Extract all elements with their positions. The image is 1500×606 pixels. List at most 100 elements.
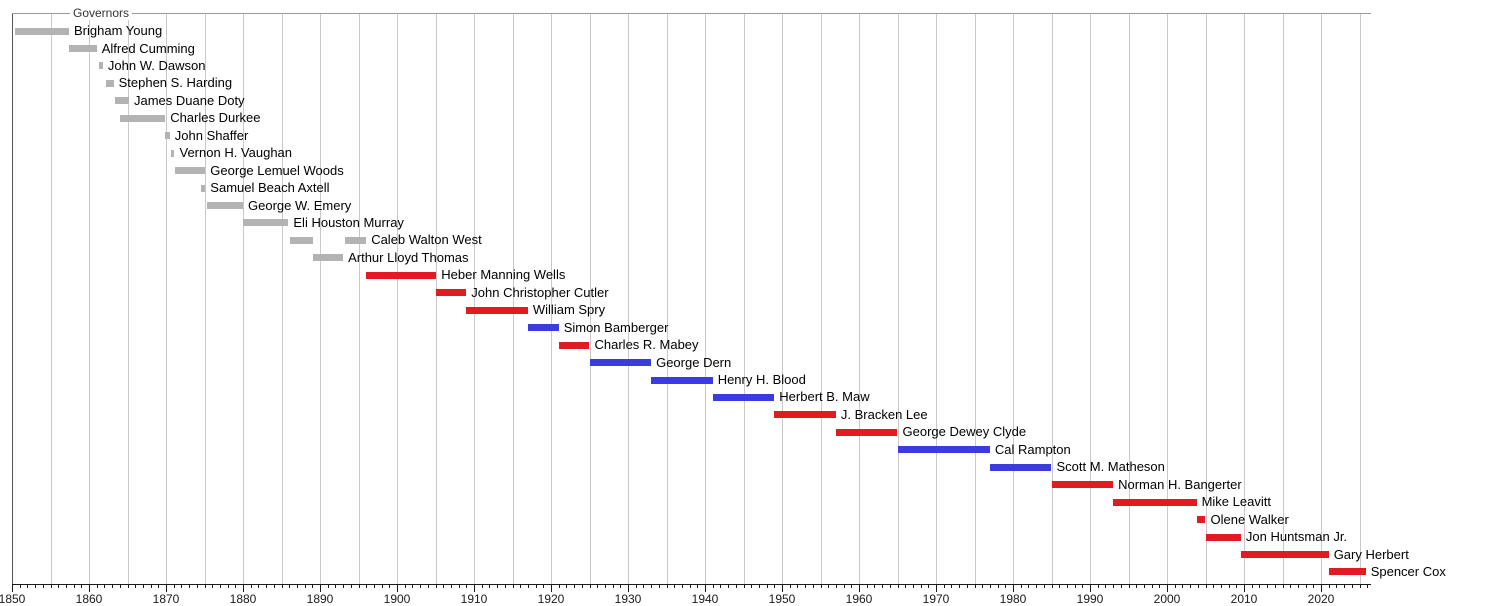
x-axis-minor-tick-1998 <box>1151 584 1153 588</box>
x-axis-minor-tick-1918 <box>535 584 537 588</box>
gridline-1855 <box>50 13 52 584</box>
x-axis-minor-tick-1997 <box>1143 584 1145 588</box>
x-axis-minor-tick-1957 <box>835 584 837 588</box>
x-axis-minor-tick-2011 <box>1251 584 1253 588</box>
governor-label-john-w-dawson: John W. Dawson <box>107 57 206 73</box>
x-axis-minor-tick-1881 <box>250 584 252 588</box>
governor-bar-caleb-walton-west <box>290 236 314 244</box>
x-axis-minor-tick-1896 <box>366 584 368 588</box>
x-axis-minor-tick-1971 <box>943 584 945 588</box>
x-axis-minor-tick-1865 <box>127 584 129 588</box>
x-axis-minor-tick-1993 <box>1113 584 1115 588</box>
x-axis-minor-tick-1885 <box>281 584 283 588</box>
x-axis-major-tick-1930 <box>628 584 629 592</box>
governor-label-scott-m-matheson: Scott M. Matheson <box>1056 459 1165 475</box>
x-axis-major-tick-1940 <box>705 584 706 592</box>
governor-bar-george-dern <box>589 359 652 367</box>
governor-bar-samuel-beach-axtell <box>201 184 206 192</box>
governor-bar-james-duane-doty <box>115 97 130 105</box>
governor-label-caleb-walton-west: Caleb Walton West <box>371 232 482 248</box>
x-axis-label-1930: 1930 <box>614 592 642 606</box>
governor-label-cal-rampton: Cal Rampton <box>994 441 1071 457</box>
gridline-1985 <box>1051 13 1053 584</box>
x-axis-minor-tick-2007 <box>1220 584 1222 588</box>
x-axis-minor-tick-2018 <box>1305 584 1307 588</box>
x-axis-label-2010: 2010 <box>1230 592 1258 606</box>
x-axis-major-tick-2000 <box>1167 584 1168 592</box>
x-axis-minor-tick-1947 <box>758 584 760 588</box>
gridline-1930 <box>628 13 629 584</box>
x-axis-major-tick-1990 <box>1090 584 1091 592</box>
x-axis-minor-tick-1866 <box>135 584 137 588</box>
x-axis-minor-tick-1859 <box>81 584 83 588</box>
governor-label-william-spry: William Spry <box>532 302 606 318</box>
x-axis-minor-tick-1884 <box>273 584 275 588</box>
x-axis-major-tick-1960 <box>859 584 860 592</box>
x-axis-minor-tick-1924 <box>581 584 583 588</box>
governor-label-george-dewey-clyde: George Dewey Clyde <box>902 424 1027 440</box>
governor-label-simon-bamberger: Simon Bamberger <box>563 319 669 335</box>
x-axis-major-tick-1920 <box>551 584 552 592</box>
gridline-1970 <box>936 13 937 584</box>
x-axis-label-1940: 1940 <box>691 592 719 606</box>
governor-label-brigham-young: Brigham Young <box>74 23 163 38</box>
governor-label-heber-manning-wells: Heber Manning Wells <box>441 267 566 283</box>
x-axis-minor-tick-1902 <box>412 584 414 588</box>
x-axis-minor-tick-1876 <box>212 584 214 588</box>
governor-label-j-bracken-lee: J. Bracken Lee <box>840 406 928 422</box>
x-axis-minor-tick-1948 <box>766 584 768 588</box>
x-axis-minor-tick-1916 <box>520 584 522 588</box>
governor-bar-henry-h-blood <box>651 376 713 384</box>
governor-label-spencer-cox: Spencer Cox <box>1370 563 1446 579</box>
gridline-1880 <box>243 13 244 584</box>
governor-bar-olene-walker <box>1196 516 1206 524</box>
x-axis-minor-tick-1974 <box>966 584 968 588</box>
x-axis-minor-tick-1988 <box>1074 584 1076 588</box>
x-axis-minor-tick-1921 <box>558 584 560 588</box>
x-axis-minor-tick-1961 <box>866 584 868 588</box>
gridline-1955 <box>820 13 822 584</box>
x-axis-minor-tick-1967 <box>912 584 914 588</box>
governor-bar-george-lemuel-woods <box>174 167 206 175</box>
x-axis-minor-tick-1879 <box>235 584 237 588</box>
x-axis-minor-tick-1987 <box>1066 584 1068 588</box>
governor-label-george-dern: George Dern <box>656 354 732 370</box>
x-axis-major-tick-1870 <box>166 584 167 592</box>
governor-bar-herbert-b-maw <box>712 393 775 401</box>
x-axis-major-tick-2010 <box>1244 584 1245 592</box>
x-axis-minor-tick-1999 <box>1159 584 1161 588</box>
x-axis-minor-tick-1968 <box>920 584 922 588</box>
x-axis-major-tick-1970 <box>936 584 937 592</box>
gridline-1965 <box>897 13 899 584</box>
gridline-1900 <box>397 13 398 584</box>
x-axis-label-1910: 1910 <box>460 592 488 606</box>
x-axis-label-1980: 1980 <box>999 592 1027 606</box>
x-axis-major-tick-1900 <box>397 584 398 592</box>
governor-bar-segment2-caleb-walton-west <box>344 236 367 244</box>
x-axis-minor-tick-2014 <box>1274 584 1276 588</box>
gridline-1980 <box>1013 13 1014 584</box>
x-axis-minor-tick-1888 <box>304 584 306 588</box>
x-axis-label-1950: 1950 <box>768 592 796 606</box>
gridline-1940 <box>705 13 706 584</box>
governor-bar-john-shaffer <box>165 132 170 140</box>
x-axis-minor-tick-1954 <box>812 584 814 588</box>
x-axis-minor-tick-1903 <box>420 584 422 588</box>
x-axis-minor-tick-1851 <box>19 584 21 588</box>
x-axis-minor-tick-1942 <box>720 584 722 588</box>
governor-bar-george-dewey-clyde <box>835 428 898 436</box>
x-axis-minor-tick-1937 <box>681 584 683 588</box>
x-axis-minor-tick-1862 <box>104 584 106 588</box>
x-axis-minor-tick-1923 <box>574 584 576 588</box>
x-axis-minor-tick-1985 <box>1051 584 1053 588</box>
x-axis-label-1870: 1870 <box>152 592 180 606</box>
x-axis-major-tick-1980 <box>1013 584 1014 592</box>
x-axis-minor-tick-1891 <box>327 584 329 588</box>
x-axis-minor-tick-1908 <box>458 584 460 588</box>
x-axis-minor-tick-1936 <box>674 584 676 588</box>
governor-bar-vernon-h-vaughan <box>170 149 175 157</box>
gridline-2000 <box>1167 13 1168 584</box>
governor-label-mike-leavitt: Mike Leavitt <box>1201 494 1271 510</box>
x-axis-label-1850: 1850 <box>0 592 26 606</box>
